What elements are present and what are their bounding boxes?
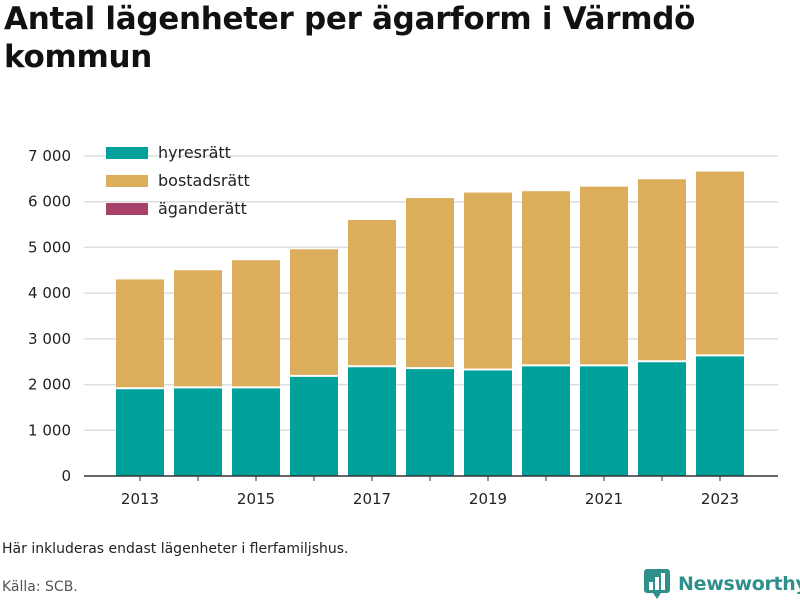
bar-segment <box>696 171 744 356</box>
x-tick-label: 2017 <box>353 490 391 508</box>
bar-segment <box>174 270 222 388</box>
legend-swatch <box>106 147 148 159</box>
bar-segment <box>638 361 686 476</box>
x-tick-label: 2019 <box>469 490 507 508</box>
y-tick-label: 6 000 <box>28 193 71 211</box>
bar-segment <box>116 279 164 389</box>
brand-logo: Newsworthy <box>644 568 800 600</box>
legend-label: äganderätt <box>158 199 247 218</box>
x-tick-label: 2015 <box>237 490 275 508</box>
bar-segment <box>174 387 222 476</box>
legend-label: bostadsrätt <box>158 171 250 190</box>
legend: hyresrätt bostadsrätt äganderätt <box>106 143 250 218</box>
bar-segment <box>464 369 512 476</box>
y-axis: 0 1 000 2 000 3 000 4 000 5 000 6 000 7 000 <box>28 147 71 485</box>
bar-segment <box>232 387 280 476</box>
bar-segment <box>232 260 280 388</box>
chart-title: Antal lägenheter per ägarform i Värmdö k… <box>4 1 696 75</box>
bar-segment <box>348 366 396 476</box>
y-tick-label: 1 000 <box>28 421 71 439</box>
bar-segment <box>290 375 338 476</box>
bar-segment <box>406 368 454 476</box>
bar-segment <box>290 249 338 376</box>
y-tick-label: 0 <box>61 467 71 485</box>
x-axis: 2013 2015 2017 2019 2021 2023 <box>84 475 778 508</box>
source-text: Källa: SCB. <box>2 579 78 595</box>
legend-swatch <box>106 203 148 215</box>
y-tick-label: 7 000 <box>28 147 71 165</box>
y-tick-label: 2 000 <box>28 376 71 394</box>
legend-swatch <box>106 175 148 187</box>
bar-segment <box>116 388 164 476</box>
bar-chart-speech-bubble-icon <box>644 569 670 599</box>
y-tick-label: 3 000 <box>28 330 71 348</box>
x-tick-label: 2013 <box>121 490 159 508</box>
x-tick-label: 2021 <box>585 490 623 508</box>
brand-name: Newsworthy <box>678 573 800 595</box>
bar-segment <box>522 365 570 476</box>
bar-segment <box>348 220 396 367</box>
stacked-bar-chart: 0 1 000 2 000 3 000 4 000 5 000 6 000 7 000 201… <box>28 143 778 508</box>
chart-note: Här inkluderas endast lägenheter i flerf… <box>2 541 349 557</box>
bar-segment <box>696 355 744 476</box>
y-tick-label: 4 000 <box>28 284 71 302</box>
x-tick-label: 2023 <box>701 490 739 508</box>
bar-segment <box>522 191 570 366</box>
y-tick-label: 5 000 <box>28 238 71 256</box>
bar-segment <box>464 192 512 370</box>
bar-segment <box>580 365 628 476</box>
bar-segment <box>580 186 628 366</box>
bar-segment <box>638 179 686 362</box>
bar-segment <box>406 198 454 369</box>
legend-label: hyresrätt <box>158 143 231 162</box>
bars <box>116 171 744 476</box>
